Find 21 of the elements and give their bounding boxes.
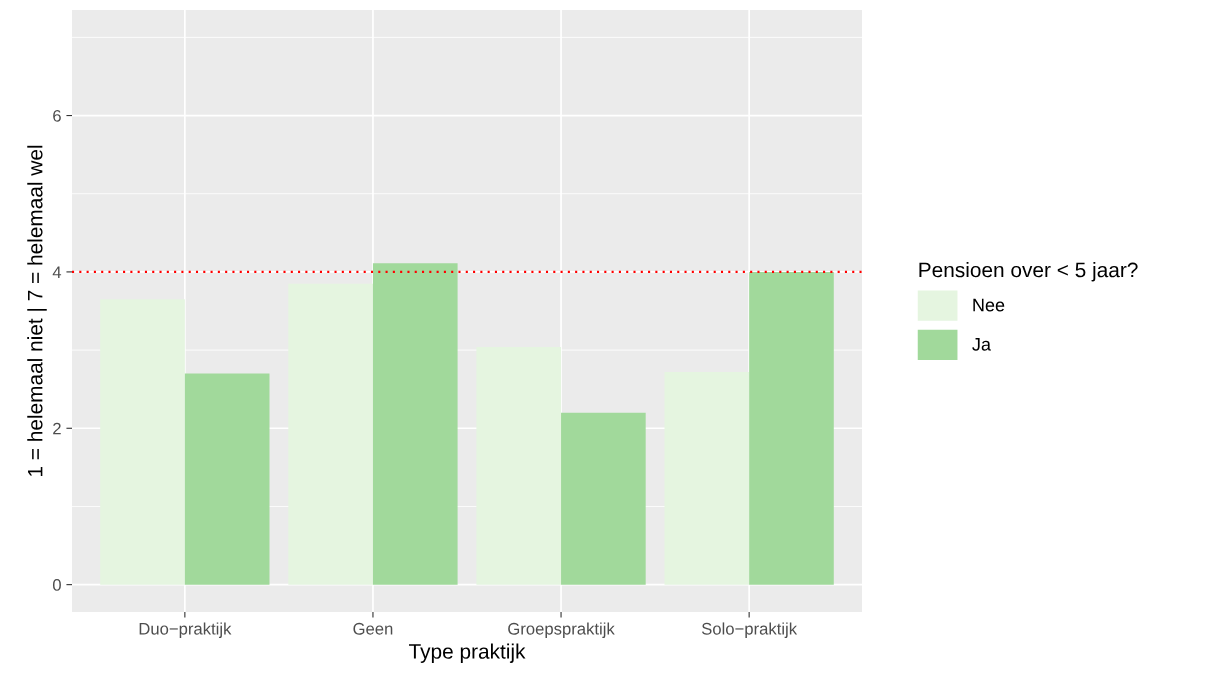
x-tick-label: Geen (353, 622, 393, 635)
bar (476, 346, 562, 585)
y-tick-label: 2 (53, 422, 61, 435)
bar (288, 283, 373, 585)
legend-label: Nee (973, 298, 1005, 312)
x-tick-label: Duo−praktijk (139, 622, 232, 638)
x-tick-label: Solo−praktijk (701, 622, 798, 638)
y-axis-title: 1 = helemaal niet | 7 = helemaal wel (27, 145, 47, 476)
bar (561, 412, 646, 585)
y-tick-label: 4 (52, 266, 62, 278)
x-axis-title: Type praktijk (409, 643, 526, 663)
bar (749, 271, 834, 585)
legend-label: Ja (972, 338, 991, 351)
x-tick-label: Groepspraktijk (508, 622, 615, 638)
y-tick-label: 0 (52, 579, 61, 591)
bar (184, 373, 270, 585)
bar (664, 371, 750, 585)
bar (100, 299, 185, 585)
y-tick-label: 6 (53, 109, 61, 122)
legend-title: Pensioen over < 5 jaar? (919, 262, 1138, 282)
bar (372, 263, 458, 585)
